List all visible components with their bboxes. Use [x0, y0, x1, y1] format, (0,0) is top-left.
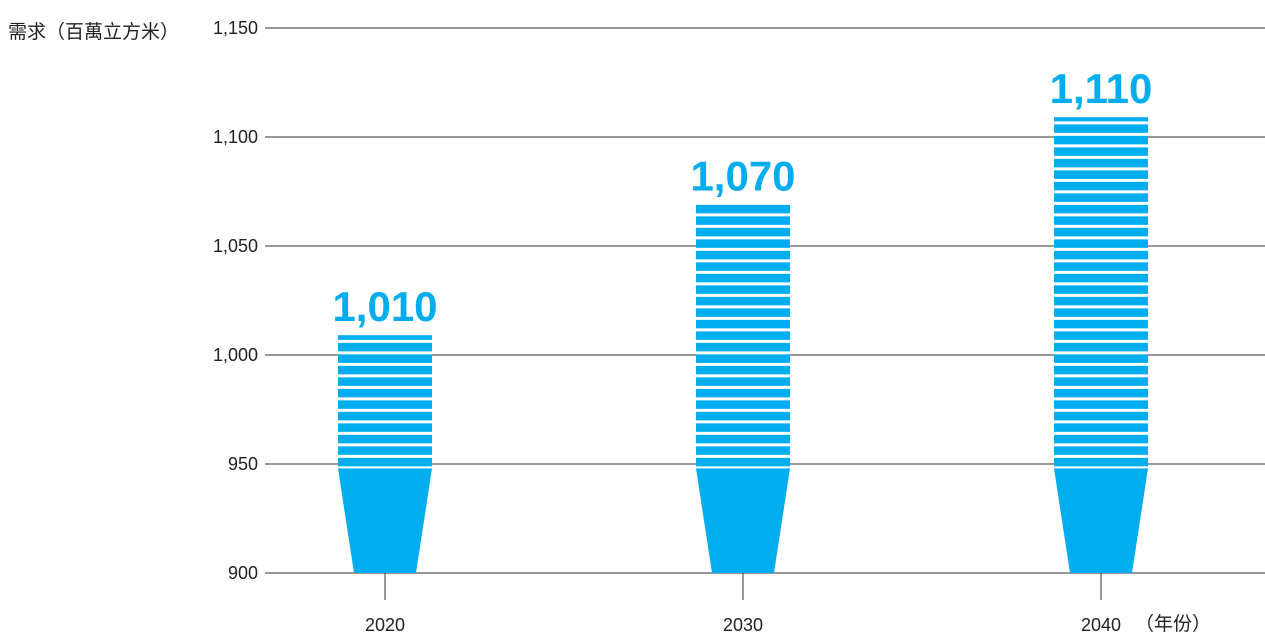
- bar-stripe: [1054, 388, 1148, 398]
- bar-stripe: [696, 457, 790, 467]
- y-tick-label: 900: [228, 563, 258, 583]
- bar-stripe: [338, 457, 432, 467]
- bar-stripe: [1054, 227, 1148, 237]
- bar-stripe: [696, 411, 790, 421]
- bar-stripe: [1054, 319, 1148, 329]
- bar-stripe: [1054, 239, 1148, 248]
- bar-stripe: [338, 365, 432, 375]
- bar-stripe: [1054, 354, 1148, 363]
- bar-stripe: [1054, 308, 1148, 317]
- bar-stripe: [696, 273, 790, 283]
- y-tick-label: 1,100: [213, 127, 258, 147]
- bar-stripe: [696, 446, 790, 455]
- bar-stripe: [338, 354, 432, 363]
- bar-stripe: [696, 216, 790, 225]
- bar-stripe: [1054, 342, 1148, 352]
- bar-stripe: [1054, 135, 1148, 145]
- bar-stripe: [1054, 273, 1148, 283]
- y-axis-label: 需求（百萬立方米）: [8, 21, 180, 43]
- y-tick-label: 1,050: [213, 236, 258, 256]
- x-axis-unit-label: （年份）: [1135, 613, 1212, 635]
- bar-stripe: [338, 423, 432, 432]
- y-tick-label: 1,000: [213, 345, 258, 365]
- bar-stripe: [338, 388, 432, 398]
- bar-stripe: [1054, 434, 1148, 444]
- bar-stripe: [1054, 147, 1148, 156]
- x-tick-label-2040: 2040: [1081, 615, 1121, 634]
- bar-stripe: [1054, 158, 1148, 168]
- bar-stripe: [338, 342, 432, 352]
- bar-stripe: [338, 411, 432, 421]
- bar-stripe: [696, 423, 790, 432]
- bar-stripe: [338, 400, 432, 409]
- bar-stripe: [696, 365, 790, 375]
- bar-stripe: [696, 434, 790, 444]
- bar-stripe: [696, 331, 790, 340]
- bar-stripe: [696, 308, 790, 317]
- bar-stripe: [338, 446, 432, 455]
- bar-stripe: [1054, 262, 1148, 271]
- x-tick-label-2020: 2020: [365, 615, 405, 634]
- bar-stripe: [696, 354, 790, 363]
- bar-stripe: [1054, 400, 1148, 409]
- bar-stripe: [696, 204, 790, 214]
- bar-stripe: [1054, 285, 1148, 294]
- bar-base-2020: [338, 468, 432, 573]
- bar-stripe: [696, 342, 790, 352]
- bar-stripe: [696, 377, 790, 386]
- bar-stripe: [696, 250, 790, 260]
- bar-stripe: [696, 400, 790, 409]
- bar-stripe: [1054, 457, 1148, 467]
- x-tick-label-2030: 2030: [723, 615, 763, 634]
- y-tick-label: 950: [228, 454, 258, 474]
- bar-stripe: [1054, 181, 1148, 191]
- data-label-2030: 1,070: [690, 152, 795, 199]
- bar-stripe: [696, 388, 790, 398]
- bar-stripe: [1054, 204, 1148, 214]
- bar-stripe: [1054, 331, 1148, 340]
- bar-base-2030: [696, 468, 790, 573]
- bar-stripe: [1054, 411, 1148, 421]
- bar-stripe: [1054, 124, 1148, 133]
- bar-stripe: [1054, 117, 1148, 122]
- bar-stripe: [1054, 296, 1148, 306]
- bar-stripe: [696, 262, 790, 271]
- bar-stripe: [1054, 216, 1148, 225]
- bar-stripe: [338, 434, 432, 444]
- bar-stripe: [1054, 377, 1148, 386]
- bar-stripe: [696, 285, 790, 294]
- bar-stripe: [1054, 193, 1148, 202]
- y-tick-label: 1,150: [213, 18, 258, 38]
- bar-stripe: [338, 377, 432, 386]
- bar-stripe: [1054, 170, 1148, 179]
- bar-stripe: [1054, 250, 1148, 260]
- bar-stripe: [696, 227, 790, 237]
- data-label-2020: 1,010: [332, 283, 437, 330]
- data-label-2040: 1,110: [1050, 65, 1153, 112]
- bar-base-2040: [1054, 468, 1148, 573]
- bar-stripe: [1054, 365, 1148, 375]
- bar-stripe: [696, 319, 790, 329]
- bar-stripe: [696, 239, 790, 248]
- bar-stripe: [1054, 423, 1148, 432]
- bar-stripe: [1054, 446, 1148, 455]
- bar-stripe: [696, 296, 790, 306]
- bar-stripe: [338, 335, 432, 340]
